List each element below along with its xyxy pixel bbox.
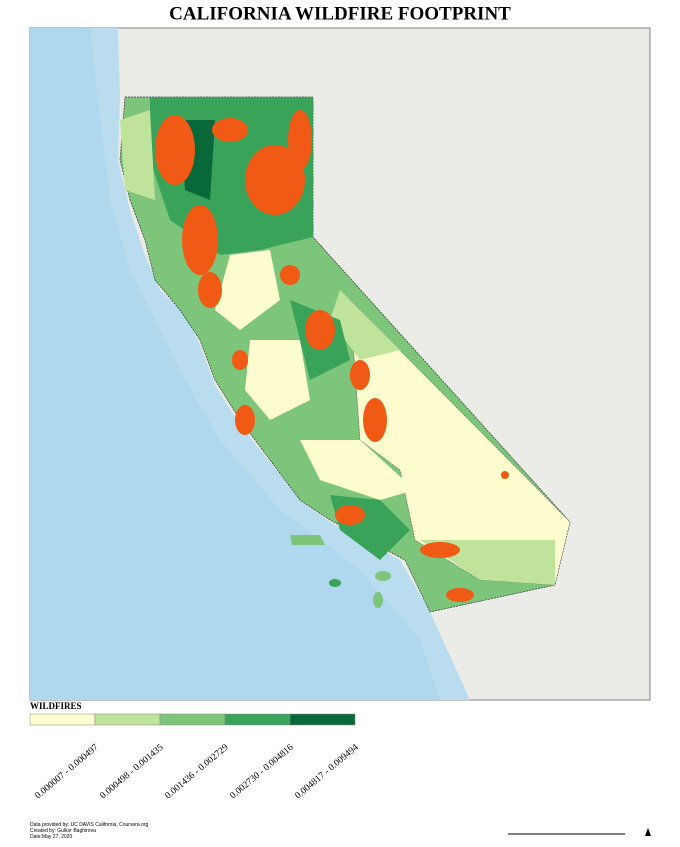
legend-swatch: [29, 713, 96, 726]
legend-label: 0.002730 - 0.004816: [229, 743, 296, 802]
credit-line: Created by: Gulkor Baghirova: [30, 828, 96, 834]
credits: Data provided by: UC DAVIS California, C…: [30, 822, 149, 840]
legend-swatch: [289, 713, 356, 726]
legend-swatch: [159, 713, 226, 726]
legend-label: 0.001436 - 0.002729: [164, 743, 231, 802]
credit-line: Date:May 27, 2020: [30, 834, 72, 840]
credit-line: Data provided by: UC DAVIS California, C…: [30, 822, 149, 828]
map-title: CALIFORNIA WILDFIRE FOOTPRINT: [169, 3, 511, 24]
fire-areas: [155, 110, 509, 602]
legend-title: WILDFIRES: [30, 701, 82, 711]
legend-swatch: [224, 713, 291, 726]
legend-label: 0.004817 - 0.009494: [294, 743, 361, 802]
scale-bar: [508, 828, 651, 836]
legend-label: 0.000007 - 0.000497: [34, 743, 101, 802]
legend-label: 0.000498 - 0.001435: [99, 743, 166, 802]
legend-swatch: [94, 713, 161, 726]
